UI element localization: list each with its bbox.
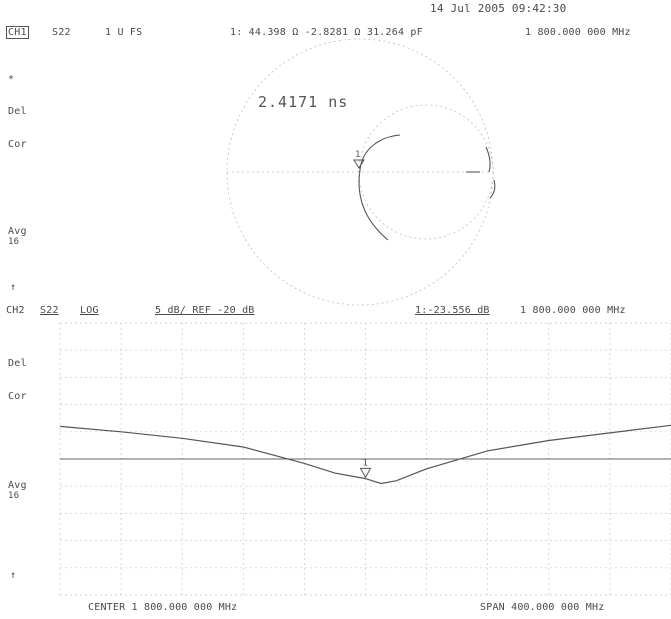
smith-marker-triangle — [353, 159, 365, 169]
center-frequency: CENTER 1 800.000 000 MHz — [88, 602, 238, 613]
smith-marker-label: 1 — [355, 150, 360, 160]
smith-marker-1: 1 — [353, 150, 365, 169]
ch2-channel-label: CH2 — [6, 305, 25, 316]
delay-readout: 2.4171 ns — [258, 93, 349, 111]
ch1-del-label: Del — [8, 106, 27, 117]
ch2-marker-label: 1 — [363, 458, 368, 468]
ch2-marker-1: 1 — [359, 458, 372, 479]
ch1-freq: 1 800.000 000 MHz — [525, 27, 631, 38]
ch2-avg-count: 16 — [8, 491, 20, 501]
ch1-avg-label: Avg — [8, 226, 27, 237]
ch2-marker-readout: 1:-23.556 dB — [415, 305, 490, 316]
ch2-marker-triangle — [359, 467, 372, 479]
smith-trace-right-a — [485, 146, 491, 173]
ch2-trace-line — [59, 424, 671, 485]
smith-trace-right-b — [489, 179, 496, 199]
ch1-channel-label: CH1 — [6, 26, 29, 39]
ch2-param: S22 — [40, 305, 59, 316]
ch2-freq: 1 800.000 000 MHz — [520, 305, 626, 316]
ch2-scale: 5 dB/ REF -20 dB — [155, 305, 255, 316]
ch1-star-marker: * — [8, 74, 15, 85]
ch2-avg-label: Avg — [8, 480, 27, 491]
ch1-avg-count: 16 — [8, 237, 20, 247]
smith-r1-circle — [358, 104, 494, 240]
ch2-cor-label: Cor — [8, 391, 27, 402]
ch1-param: S22 — [52, 27, 71, 38]
ch1-format: 1 U FS — [105, 27, 143, 38]
ch2-arrow: ↑ — [10, 570, 17, 581]
ch1-marker-readout: 1: 44.398 Ω -2.8281 Ω 31.264 pF — [230, 27, 423, 38]
ch1-arrow: ↑ — [10, 282, 17, 293]
span-frequency: SPAN 400.000 000 MHz — [480, 602, 605, 613]
date-time: 14 Jul 2005 09:42:30 — [430, 2, 567, 15]
ch2-format: LOG — [80, 305, 99, 316]
ch2-del-label: Del — [8, 358, 27, 369]
smith-trace-left — [358, 134, 401, 241]
ch1-cor-label: Cor — [8, 139, 27, 150]
